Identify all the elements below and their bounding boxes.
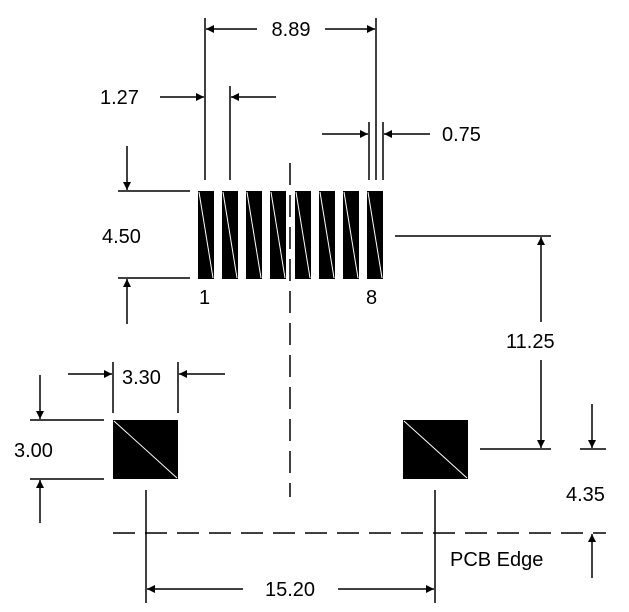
mounting-tab-right: [403, 420, 468, 479]
pin-1: [198, 191, 214, 279]
dimension-pin-width: 0.75: [322, 122, 481, 180]
pin-5: [295, 191, 311, 279]
dimension-pin-to-tab: 11.25: [395, 235, 555, 450]
pin-7: [343, 191, 359, 279]
dimension-tab-height: 3.00: [14, 375, 104, 523]
pin-8: [367, 191, 383, 279]
pin-2: [222, 191, 238, 279]
pin-length-value: 4.50: [102, 226, 141, 248]
dimension-tab-width: 3.30: [68, 362, 225, 413]
tab-spacing-value: 15.20: [265, 579, 315, 601]
pin-6: [319, 191, 335, 279]
dimension-pin-length: 4.50: [102, 146, 190, 324]
pin-span-value: 8.89: [272, 19, 311, 41]
pin-1-label: 1: [199, 287, 210, 309]
pin-8-label: 8: [366, 287, 377, 309]
tab-to-edge-value: 4.35: [566, 484, 605, 506]
tab-width-value: 3.30: [122, 367, 161, 389]
dimension-pin-span: 8.89: [204, 18, 377, 180]
pin-4: [270, 191, 286, 279]
pcb-edge-label: PCB Edge: [450, 549, 543, 571]
pin-width-value: 0.75: [442, 124, 481, 146]
pin-row: [198, 191, 383, 279]
dimension-tab-spacing: 15.20: [145, 490, 436, 603]
dimension-pin-pitch: 1.27: [100, 86, 276, 180]
pin-to-tab-value: 11.25: [506, 331, 555, 353]
pin-pitch-value: 1.27: [100, 87, 139, 109]
pin-3: [246, 191, 262, 279]
mounting-tab-left: [113, 420, 178, 479]
dimension-tab-to-edge: 4.35: [566, 404, 606, 578]
tab-height-value: 3.00: [14, 440, 53, 462]
